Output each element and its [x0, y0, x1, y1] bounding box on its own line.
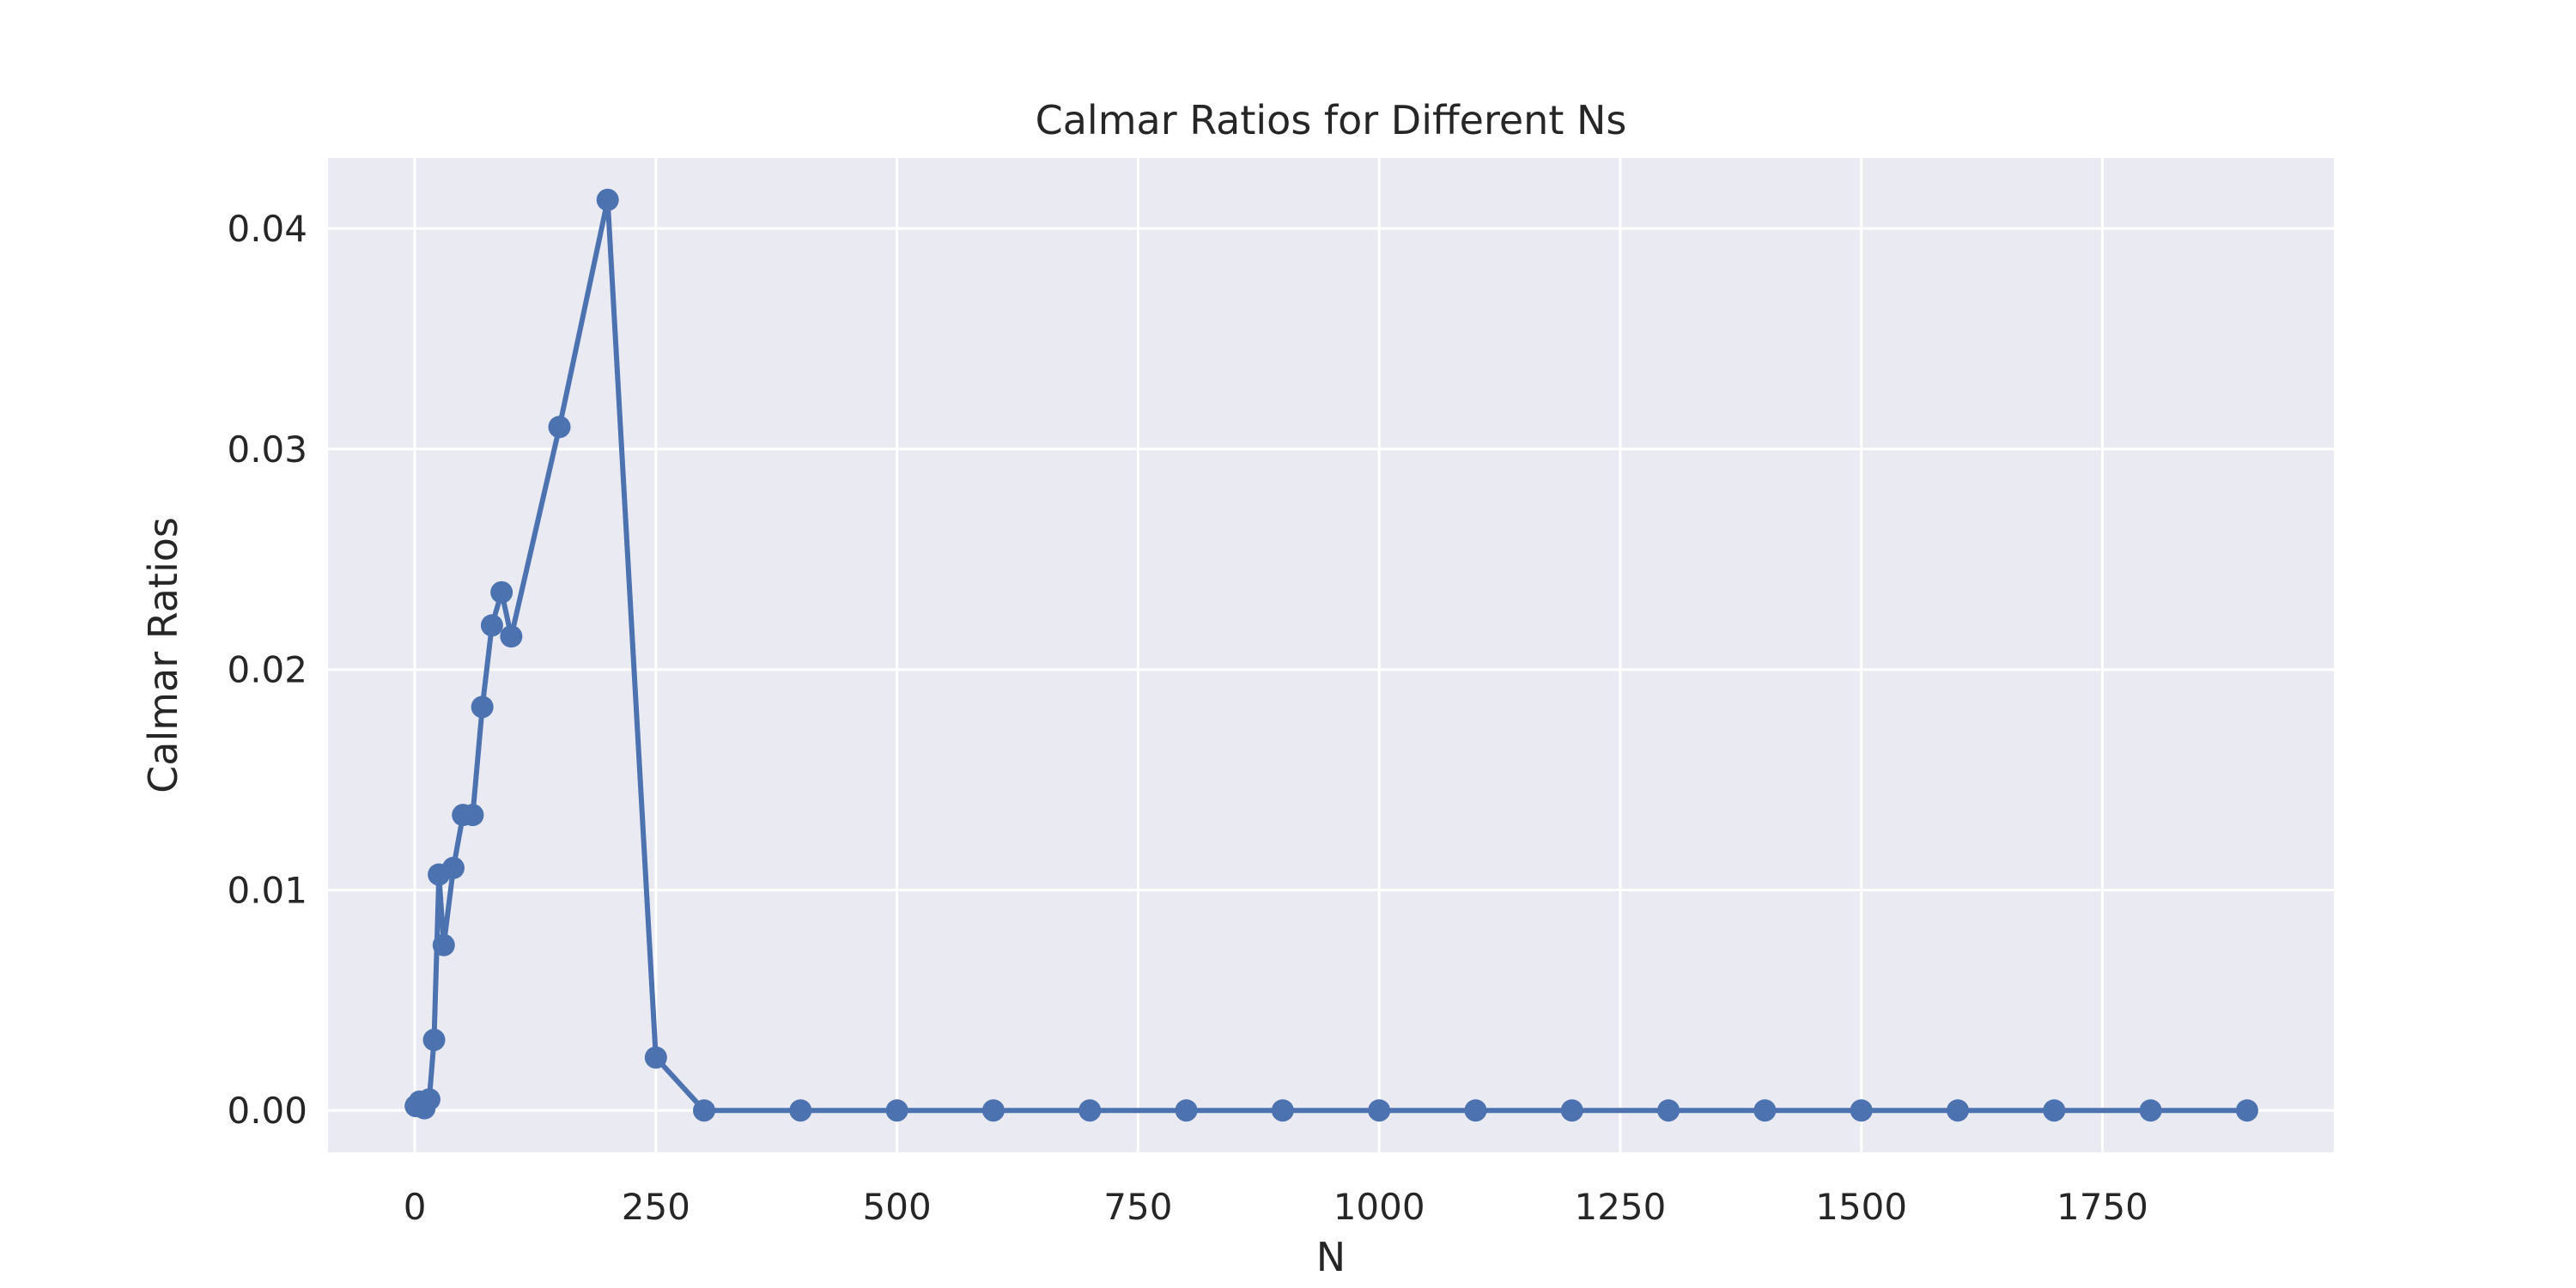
- data-point: [471, 696, 494, 719]
- data-point: [461, 804, 484, 827]
- x-tick-label: 500: [863, 1186, 932, 1228]
- data-point: [1560, 1099, 1583, 1122]
- plot-area: [328, 158, 2334, 1152]
- data-point: [500, 625, 523, 648]
- data-point: [1271, 1099, 1294, 1122]
- x-tick-label: 1500: [1815, 1186, 1907, 1228]
- data-point: [789, 1099, 812, 1122]
- y-axis-label: Calmar Ratios: [140, 517, 186, 793]
- y-tick-label: 0.01: [227, 869, 307, 911]
- data-point: [644, 1046, 667, 1069]
- data-point: [1175, 1099, 1198, 1122]
- chart-title: Calmar Ratios for Different Ns: [1036, 97, 1627, 143]
- x-tick-label: 750: [1103, 1186, 1172, 1228]
- data-point: [1464, 1099, 1487, 1122]
- data-point: [693, 1099, 715, 1122]
- y-tick-label: 0.00: [227, 1090, 307, 1132]
- data-point: [432, 933, 455, 957]
- data-point: [1753, 1099, 1777, 1122]
- x-tick-label: 1250: [1574, 1186, 1666, 1228]
- data-point: [417, 1088, 440, 1111]
- series-line: [413, 197, 2250, 1114]
- data-point: [885, 1099, 908, 1122]
- data-point: [1078, 1099, 1102, 1122]
- x-tick-label: 1750: [2057, 1186, 2148, 1228]
- x-tick-label: 250: [622, 1186, 690, 1228]
- data-point: [1368, 1099, 1391, 1122]
- data-point: [480, 614, 503, 637]
- data-point: [1947, 1099, 1969, 1122]
- data-point: [548, 416, 571, 439]
- data-point: [2139, 1099, 2162, 1122]
- x-axis-label: N: [1316, 1234, 1346, 1280]
- data-point: [2043, 1099, 2066, 1122]
- x-tick-label: 1000: [1334, 1186, 1425, 1228]
- data-point: [422, 1029, 446, 1052]
- data-point: [596, 188, 619, 211]
- series-layer: [404, 188, 2258, 1122]
- data-point: [490, 580, 513, 604]
- x-tick-label: 0: [404, 1186, 427, 1228]
- tick-labels: 0 250 500 750 1000 1250 1500 1750 0.00 0.01 0.02 0.…: [227, 208, 2148, 1228]
- data-point: [1657, 1099, 1680, 1122]
- y-tick-label: 0.02: [227, 649, 307, 691]
- y-tick-label: 0.04: [227, 208, 307, 250]
- data-point: [2235, 1099, 2258, 1122]
- y-tick-label: 0.03: [227, 428, 307, 471]
- data-point: [1850, 1099, 1873, 1122]
- data-point: [442, 856, 465, 879]
- data-point: [981, 1099, 1005, 1122]
